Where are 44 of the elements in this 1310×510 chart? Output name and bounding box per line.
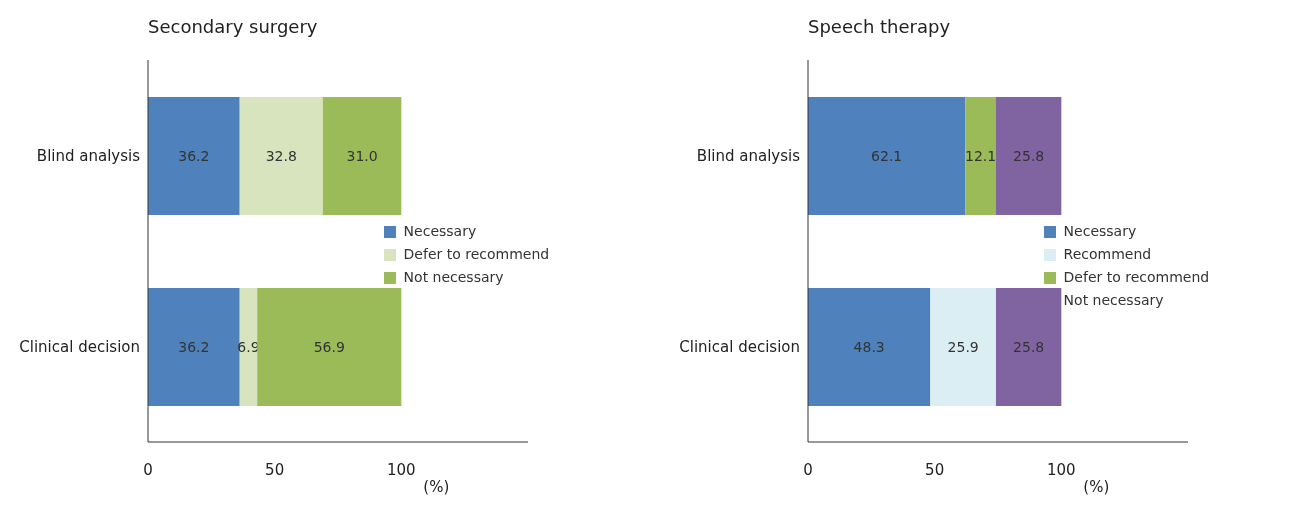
- bar: [930, 288, 996, 406]
- data-label: 25.8: [1013, 148, 1045, 164]
- bar: [322, 97, 402, 215]
- x-tick-label: 100: [1047, 460, 1076, 479]
- legend-label: Recommend: [1062, 245, 1153, 264]
- x-tick-label: 0: [803, 460, 813, 479]
- legend-label: Necessary: [1062, 222, 1138, 241]
- data-label: 31.0: [346, 148, 378, 164]
- bar: [257, 288, 402, 406]
- y-tick-label: Clinical decision: [679, 337, 800, 356]
- data-label: 12.1: [965, 148, 997, 164]
- data-label: 36.2: [178, 339, 210, 355]
- x-tick-label: 0: [143, 460, 153, 479]
- legend-label: Defer to recommend: [402, 245, 550, 264]
- bar: [239, 288, 258, 406]
- bar: [808, 97, 966, 215]
- legend-label: Necessary: [402, 222, 478, 241]
- series-label: Not necessary: [1062, 291, 1165, 310]
- x-tick-label: 100: [387, 460, 416, 479]
- x-tick-label: 50: [265, 460, 285, 479]
- bar: [148, 97, 240, 215]
- data-label: 48.3: [853, 339, 885, 355]
- data-label: 62.1: [871, 148, 903, 164]
- bar: [965, 97, 996, 215]
- data-label: 25.9: [947, 339, 979, 355]
- data-label: 32.8: [265, 148, 297, 164]
- x-axis-title: (%): [1083, 478, 1110, 496]
- chart-title: Secondary surgery: [148, 16, 318, 37]
- bar: [995, 288, 1062, 406]
- data-label: 25.8: [1013, 339, 1045, 355]
- legend-label: Defer to recommend: [1062, 268, 1210, 287]
- data-label: 36.2: [178, 148, 210, 164]
- bar: [239, 97, 323, 215]
- y-tick-label: Blind analysis: [696, 146, 801, 165]
- bar: [148, 288, 240, 406]
- x-tick-label: 50: [925, 460, 945, 479]
- y-tick-label: Clinical decision: [19, 337, 140, 356]
- y-tick-label: Blind analysis: [36, 146, 141, 165]
- data-label: 56.9: [313, 339, 345, 355]
- legend-label: Not necessary: [402, 268, 505, 287]
- bar: [995, 97, 1062, 215]
- chart-title: Speech therapy: [808, 16, 951, 37]
- bar: [808, 288, 931, 406]
- x-axis-title: (%): [423, 478, 450, 496]
